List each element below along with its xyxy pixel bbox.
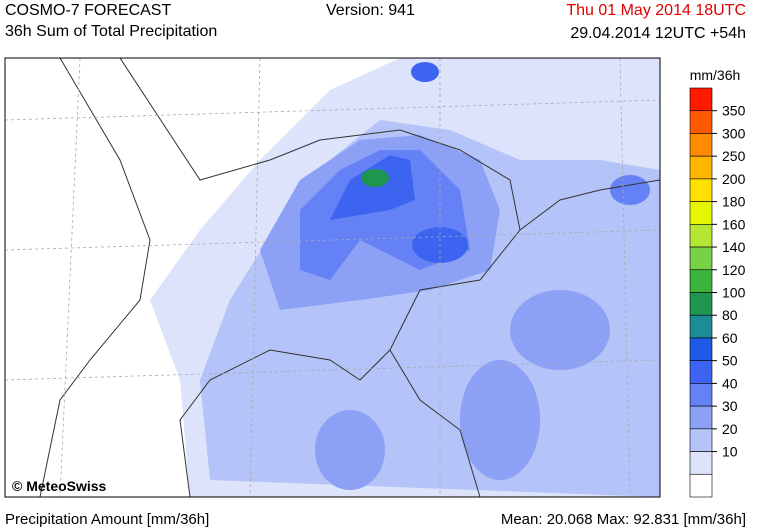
legend-swatch (689, 155, 713, 180)
legend-label: 180 (722, 194, 746, 210)
subtitle: 36h Sum of Total Precipitation (5, 23, 218, 40)
legend-label: 350 (722, 103, 746, 119)
legend-swatch (689, 246, 713, 271)
legend-swatch (689, 451, 713, 475)
copyright: © MeteoSwiss (12, 478, 107, 494)
legend-swatch (689, 405, 713, 430)
legend-swatch (689, 473, 713, 498)
legend-swatch (689, 178, 713, 202)
legend-label: 80 (722, 307, 738, 323)
legend-label: 160 (722, 216, 746, 232)
legend-label: 100 (722, 285, 746, 301)
legend-label: 140 (722, 239, 746, 255)
footer-left: Precipitation Amount [mm/36h] (5, 511, 210, 528)
legend-swatch (689, 110, 713, 134)
version: Version: 941 (326, 2, 415, 19)
legend-label: 10 (722, 444, 738, 460)
legend-label: 250 (722, 148, 746, 164)
legend-swatch (689, 314, 713, 339)
legend-swatch (689, 87, 713, 112)
legend-swatch (689, 337, 713, 361)
legend-swatch (689, 428, 713, 452)
legend: mm/36h 350 300 250 200 180 160 140 120 100 80 60 50… (689, 67, 746, 498)
legend-label: 200 (722, 171, 746, 187)
legend-swatch (689, 383, 713, 407)
legend-swatch (689, 224, 713, 248)
legend-label: 50 (722, 353, 738, 369)
map: © MeteoSwiss (4, 57, 661, 498)
legend-label: 20 (722, 421, 738, 437)
legend-swatch (689, 292, 713, 316)
legend-swatch (689, 360, 713, 384)
legend-swatch (689, 133, 713, 157)
legend-swatch (689, 269, 713, 293)
legend-label: 30 (722, 398, 738, 414)
title: COSMO-7 FORECAST (5, 2, 172, 19)
legend-unit: mm/36h (690, 67, 741, 83)
legend-label: 60 (722, 330, 738, 346)
legend-label: 40 (722, 375, 738, 391)
legend-swatch (689, 201, 713, 225)
run-time: 29.04.2014 12UTC +54h (570, 25, 746, 42)
legend-label: 300 (722, 125, 746, 141)
footer-right: Mean: 20.068 Max: 92.831 [mm/36h] (500, 511, 746, 528)
valid-time: Thu 01 May 2014 18UTC (566, 2, 746, 19)
legend-label: 120 (722, 262, 746, 278)
